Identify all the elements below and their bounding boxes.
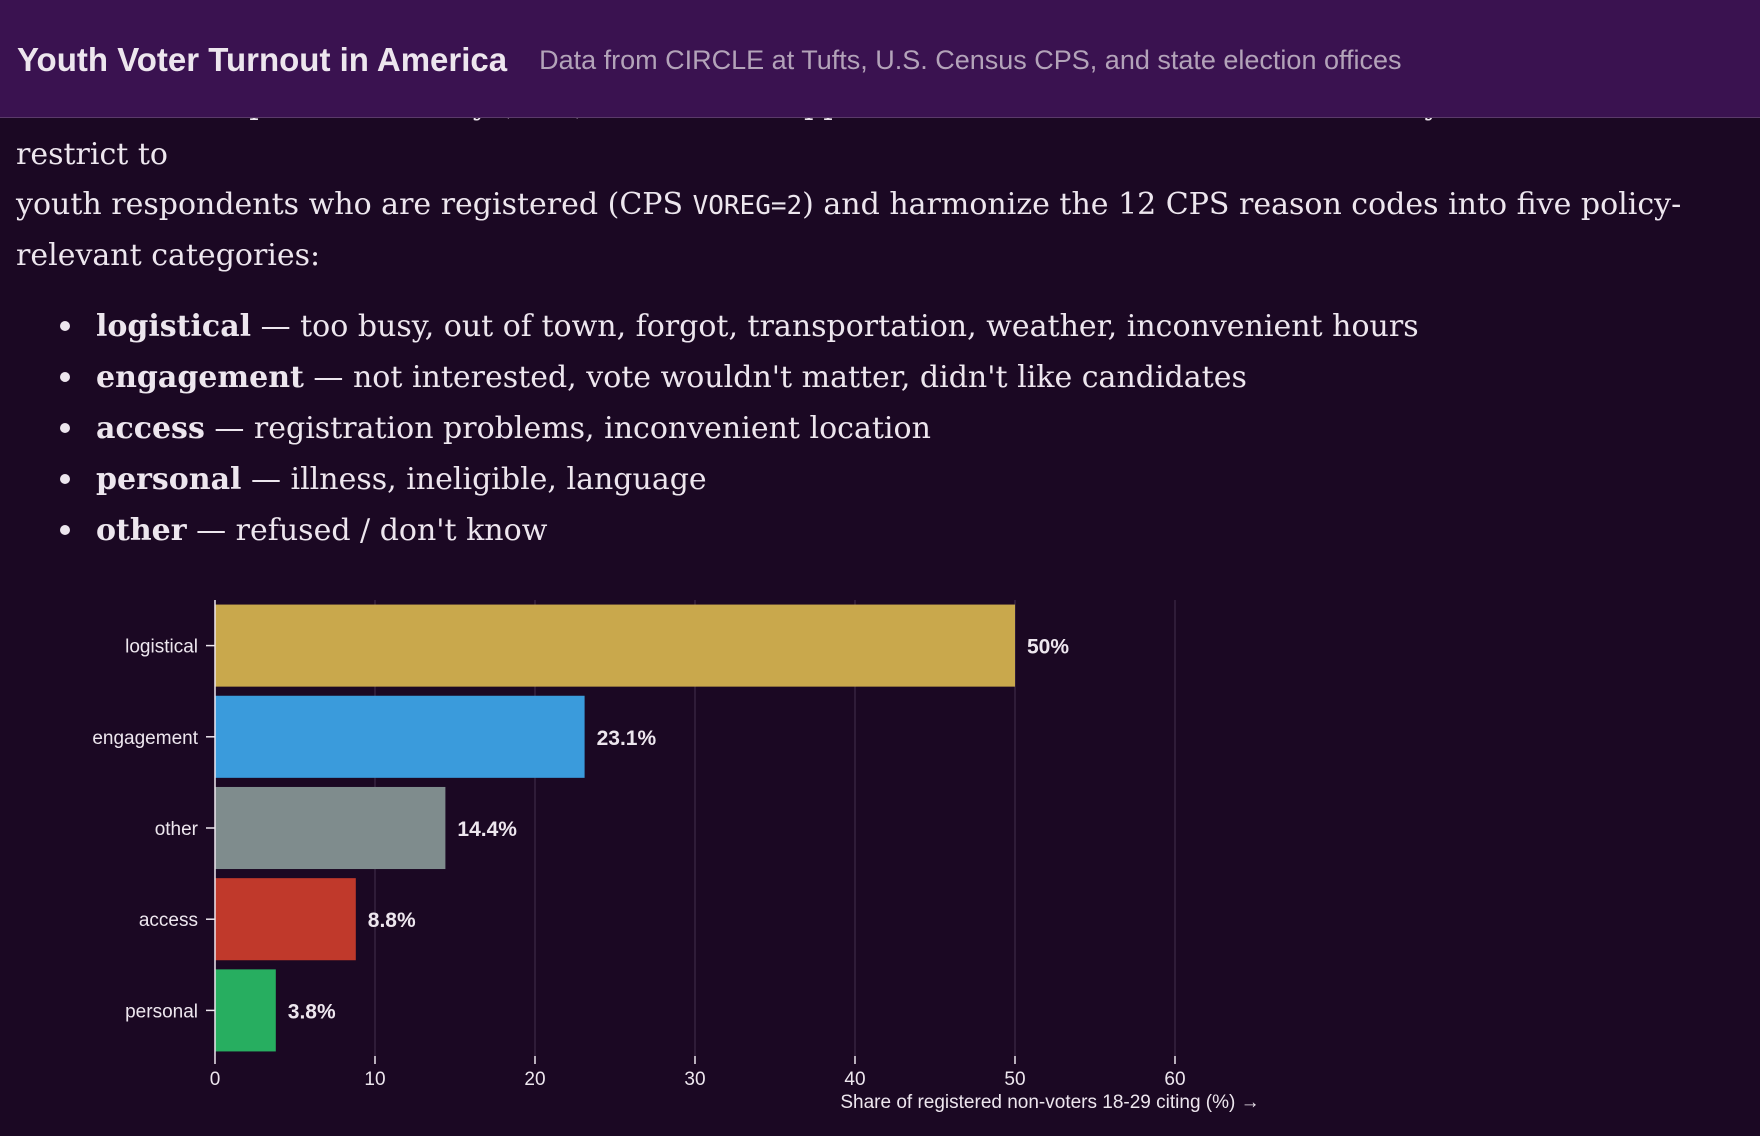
list-item: engagement — not interested, vote wouldn… [16,352,1726,403]
bar-chart-svg: 0 10 20 30 40 50 60 logistical 50% engagement 23.1… [92,600,1260,1113]
y-tick-label: logistical [125,637,198,658]
y-tick-label: other [155,819,199,840]
data-label: 14.4% [457,818,517,841]
bar-logistical [215,604,1015,687]
x-tick-label: 40 [844,1069,865,1090]
bar-access [215,878,356,961]
x-tick-label: 50 [1004,1069,1025,1090]
bullet-icon [60,321,70,331]
x-tick-label: 0 [210,1069,221,1090]
x-tick-label: 60 [1164,1069,1185,1090]
category-term: logistical [96,309,252,344]
category-list: logistical — too busy, out of town, forg… [16,301,1726,556]
list-item: personal — illness, ineligible, language [16,454,1726,505]
method-text-2: ) and harmonize the 12 CPS reason codes … [16,187,1682,273]
category-term: engagement [96,360,304,395]
x-tick-label: 30 [684,1069,705,1090]
bar-personal [215,969,276,1052]
data-label: 8.8% [368,909,416,932]
category-description: — illness, ineligible, language [241,462,707,497]
x-tick-label: 10 [364,1069,385,1090]
y-tick-label: access [139,910,198,931]
method-paragraph: youth respondents who are registered (CP… [16,180,1726,281]
category-term: personal [96,462,242,497]
category-description: — refused / don't know [186,513,548,548]
data-label: 50% [1027,636,1069,659]
app-header: Youth Voter Turnout in America Data from… [0,0,1760,118]
page-title: Youth Voter Turnout in America [17,40,508,78]
bar-other [215,786,446,870]
category-description: — registration problems, inconvenient lo… [204,411,931,446]
y-tick-label: personal [125,1001,198,1022]
page-subtitle: Data from CIRCLE at Tufts, U.S. Census C… [539,45,1402,75]
method-text-1: youth respondents who are registered (CP… [16,187,693,222]
bar-engagement [215,695,585,778]
inline-code: VOREG=2 [692,191,803,221]
category-term: access [96,411,205,446]
bullet-icon [60,474,70,484]
y-tick-label: engagement [92,728,198,749]
x-tick-label: 20 [524,1069,545,1090]
list-item: access — registration problems, inconven… [16,403,1726,454]
article-body: The Current Population Survey (CPS) Nove… [16,80,1726,556]
bullet-icon [60,423,70,433]
category-term: other [96,513,187,548]
category-description: — too busy, out of town, forgot, transpo… [251,309,1419,344]
data-label: 23.1% [597,727,657,750]
data-label: 3.8% [288,1000,336,1023]
list-item: logistical — too busy, out of town, forg… [16,301,1726,352]
category-description: — not interested, vote wouldn't matter, … [303,360,1247,395]
bullet-icon [60,525,70,535]
reasons-chart: 0 10 20 30 40 50 60 logistical 50% engagement 23.1… [0,590,1340,1136]
list-item: other — refused / don't know [16,505,1726,556]
x-axis-label: Share of registered non-voters 18-29 cit… [840,1092,1259,1113]
bullet-icon [60,372,70,382]
